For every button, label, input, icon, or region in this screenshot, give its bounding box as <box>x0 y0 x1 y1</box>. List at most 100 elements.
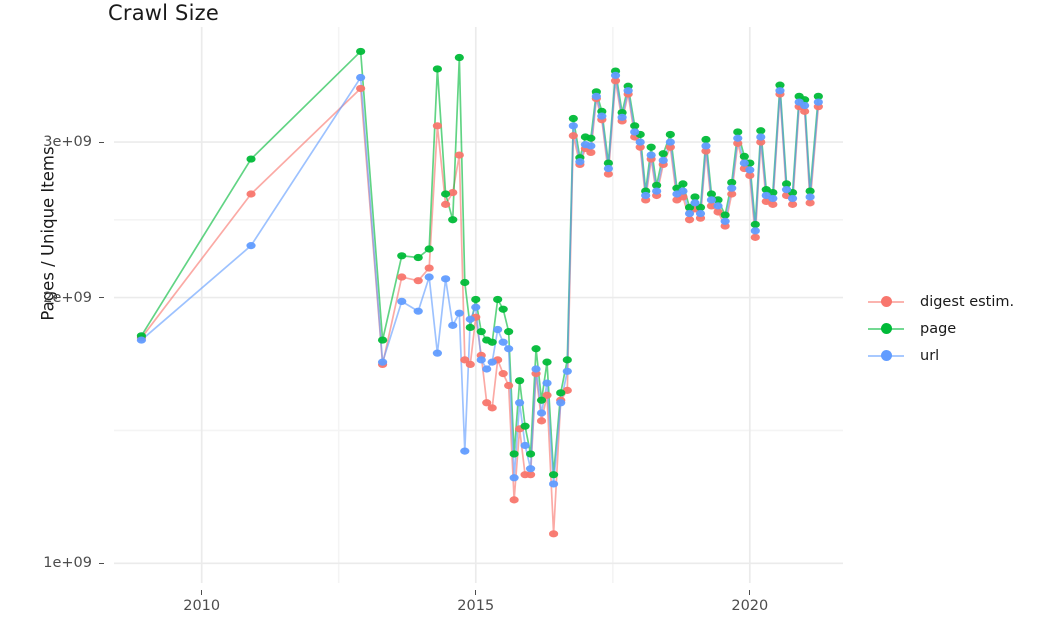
data-point <box>246 242 256 250</box>
data-point <box>536 409 547 417</box>
data-point <box>476 356 486 364</box>
chart-legend: digest estim. page url <box>866 288 1056 369</box>
data-point <box>575 158 585 166</box>
data-point <box>678 187 688 195</box>
data-point <box>487 358 497 366</box>
series-points <box>136 47 823 538</box>
data-point <box>413 307 423 315</box>
data-point <box>515 399 525 407</box>
legend-label: url <box>920 347 940 364</box>
data-point <box>706 190 717 198</box>
x-tick-label: 2010 <box>183 598 221 614</box>
page-title: Crawl Size <box>108 1 219 25</box>
data-point <box>432 349 442 357</box>
y-tick-mark <box>99 562 104 564</box>
data-point <box>471 295 481 304</box>
data-point <box>509 496 519 504</box>
data-point <box>356 73 366 82</box>
data-point <box>713 202 723 210</box>
data-point <box>482 399 492 407</box>
data-point <box>562 367 572 375</box>
data-point <box>720 211 730 219</box>
data-point <box>562 356 572 364</box>
legend-key-page-icon <box>866 315 906 342</box>
data-point <box>498 370 508 378</box>
data-point <box>586 134 596 142</box>
data-point <box>525 471 536 479</box>
data-point <box>136 336 147 344</box>
data-point <box>498 305 508 313</box>
data-point <box>525 450 536 458</box>
data-point <box>448 216 458 224</box>
data-point <box>424 264 434 272</box>
data-point <box>482 365 492 373</box>
data-point <box>548 530 559 538</box>
data-point <box>487 338 497 346</box>
data-point <box>542 391 552 399</box>
data-point <box>465 323 475 332</box>
y-tick-label: 1e+09 <box>43 555 92 572</box>
data-point <box>684 216 695 224</box>
data-point <box>750 233 760 241</box>
data-point <box>454 151 464 159</box>
data-point <box>706 202 717 210</box>
data-point <box>487 404 497 412</box>
data-point <box>610 71 621 79</box>
data-point <box>750 220 760 229</box>
data-point <box>641 191 651 200</box>
data-point <box>536 396 547 404</box>
data-point <box>504 328 514 336</box>
data-point <box>509 474 519 482</box>
data-point <box>397 297 407 305</box>
legend-item-digest[interactable]: digest estim. <box>866 288 1056 315</box>
data-point <box>805 199 815 207</box>
data-point <box>531 345 541 353</box>
data-point <box>493 325 503 334</box>
data-point <box>454 309 464 317</box>
legend-item-page[interactable]: page <box>866 315 1056 342</box>
data-point <box>586 142 596 150</box>
data-point <box>531 365 541 373</box>
data-point <box>536 417 547 425</box>
x-tick-label: 2015 <box>457 598 495 614</box>
data-point <box>690 193 700 201</box>
data-point <box>465 315 475 323</box>
data-point <box>745 166 755 174</box>
data-point <box>413 253 423 262</box>
legend-label: page <box>920 320 957 337</box>
y-axis-tick-labels: 1e+09 2e+09 3e+09 <box>0 27 104 583</box>
data-point <box>610 77 621 85</box>
data-point <box>684 209 695 218</box>
data-point <box>603 164 613 173</box>
data-point <box>800 101 810 110</box>
data-point <box>603 159 613 167</box>
data-point <box>646 151 656 159</box>
data-point <box>733 128 743 136</box>
data-point <box>665 138 675 146</box>
data-point <box>684 203 695 212</box>
data-point <box>542 379 552 387</box>
legend-item-url[interactable]: url <box>866 342 1056 369</box>
data-point <box>465 360 475 368</box>
x-axis-tick-labels: 2010 2015 2020 <box>114 590 843 618</box>
data-point <box>727 190 737 198</box>
data-point <box>448 188 458 197</box>
data-point <box>441 190 451 198</box>
data-point <box>646 143 656 151</box>
data-point <box>768 200 778 208</box>
data-point <box>568 132 578 140</box>
data-point <box>756 133 766 141</box>
data-point <box>460 356 470 364</box>
data-point <box>568 122 578 130</box>
data-point <box>658 150 668 158</box>
legend-key-digest-icon <box>866 288 906 315</box>
legend-key-dot <box>880 350 892 361</box>
data-point <box>665 130 675 139</box>
data-point <box>739 152 749 160</box>
data-point <box>377 358 388 366</box>
data-point <box>756 127 766 135</box>
data-point <box>781 180 792 188</box>
data-point <box>515 377 525 385</box>
y-tick-mark <box>99 297 104 299</box>
